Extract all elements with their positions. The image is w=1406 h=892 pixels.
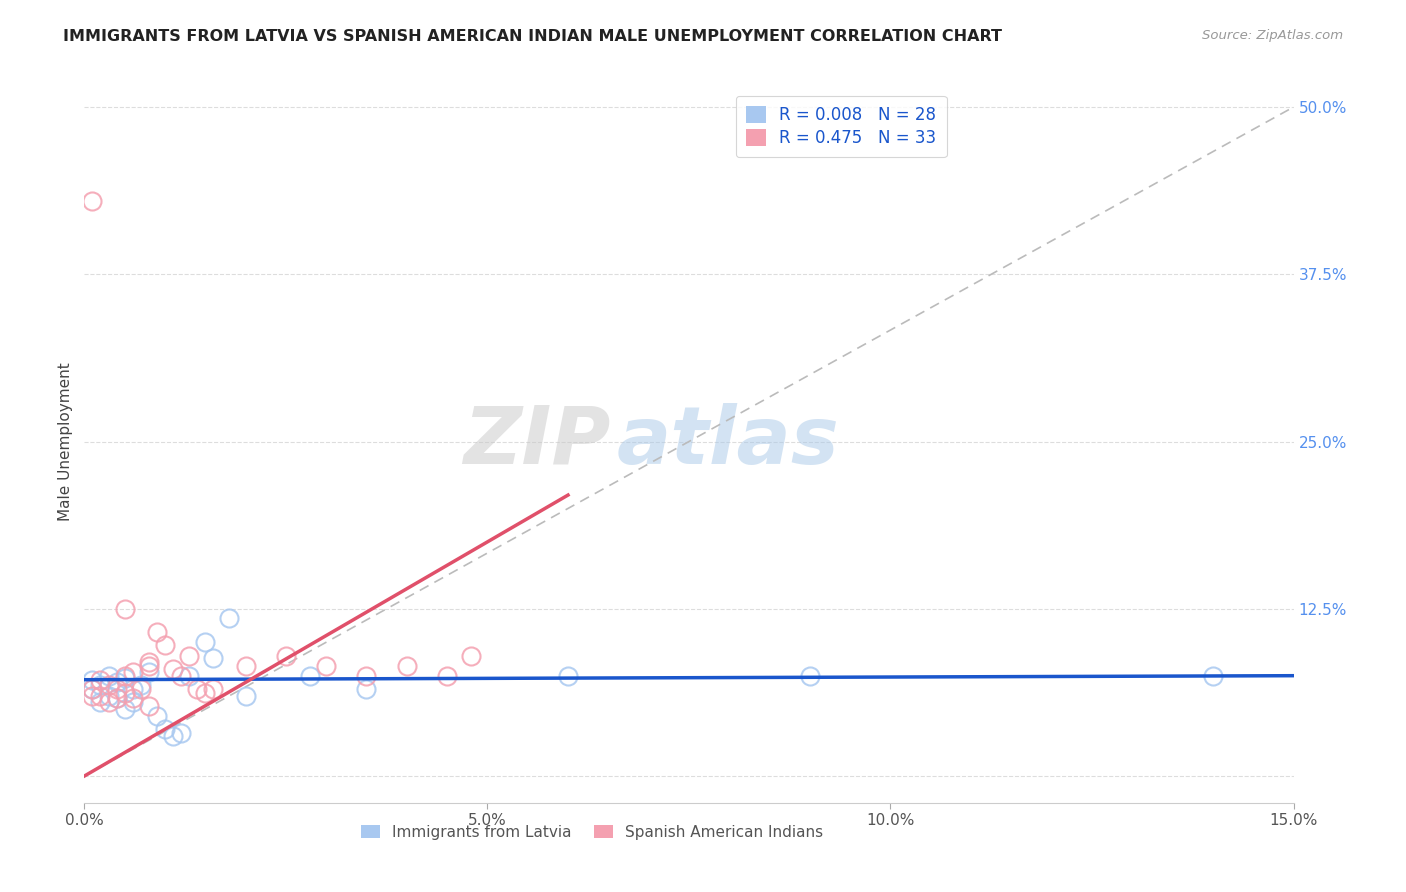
Y-axis label: Male Unemployment: Male Unemployment — [58, 362, 73, 521]
Text: ZIP: ZIP — [463, 402, 610, 481]
Text: atlas: atlas — [616, 402, 839, 481]
Text: Source: ZipAtlas.com: Source: ZipAtlas.com — [1202, 29, 1343, 42]
Text: IMMIGRANTS FROM LATVIA VS SPANISH AMERICAN INDIAN MALE UNEMPLOYMENT CORRELATION : IMMIGRANTS FROM LATVIA VS SPANISH AMERIC… — [63, 29, 1002, 44]
Legend: Immigrants from Latvia, Spanish American Indians: Immigrants from Latvia, Spanish American… — [356, 819, 830, 846]
